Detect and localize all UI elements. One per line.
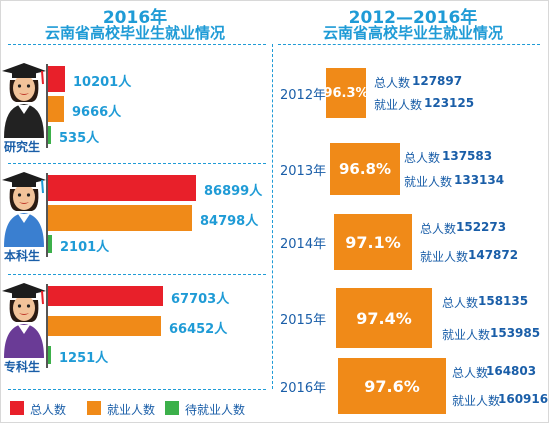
bar-undergraduate-employed — [48, 205, 192, 231]
title-divider-left — [8, 44, 266, 45]
employed-label: 就业人数 — [452, 394, 501, 408]
bar-junior-college-unemployed — [48, 346, 51, 364]
employed-label: 就业人数 — [374, 98, 423, 112]
right-title-years: 2012—2016年 — [348, 8, 478, 28]
left-title-text: 云南省高校毕业生就业情况 — [44, 24, 225, 42]
value-label-graduate-employed: 9666人 — [72, 105, 122, 120]
employed-value: 123125 — [424, 96, 475, 110]
value-label-undergraduate-total: 86899人 — [204, 184, 263, 199]
total-label: 总人数 — [420, 222, 457, 236]
value-label-junior-college-total: 67703人 — [171, 292, 230, 307]
total-value: 164803 — [486, 364, 537, 378]
category-axis-junior-college — [46, 284, 48, 368]
value-label-graduate-total: 10201人 — [73, 75, 132, 90]
year-label: 2012年 — [280, 88, 327, 103]
employed-value: 147872 — [468, 248, 519, 262]
employed-label: 就业人数 — [404, 175, 453, 189]
value-label-graduate-unemployed: 535人 — [59, 131, 100, 146]
category-axis-undergraduate — [46, 173, 48, 257]
year-label: 2013年 — [280, 164, 327, 179]
center-divider — [272, 44, 273, 389]
bottom-divider — [8, 389, 266, 390]
total-label: 总人数 — [452, 366, 489, 380]
total-label: 总人数 — [404, 151, 441, 165]
value-label-junior-college-unemployed: 1251人 — [59, 351, 109, 366]
total-label: 总人数 — [442, 296, 479, 310]
employed-value: 160916 — [498, 392, 549, 406]
bar-graduate-employed — [48, 96, 64, 122]
group-divider-1 — [8, 163, 266, 164]
employment-rate-box: 97.4% — [336, 288, 432, 348]
total-value: 152273 — [456, 220, 507, 234]
employed-label: 就业人数 — [420, 250, 469, 264]
category-label-undergraduate: 本科生 — [4, 249, 41, 263]
legend-label-total: 总人数 — [30, 403, 67, 417]
value-label-junior-college-employed: 66452人 — [169, 322, 228, 337]
bar-undergraduate-unemployed — [48, 235, 52, 253]
total-value: 137583 — [442, 149, 493, 163]
employment-rate-box: 97.6% — [338, 358, 446, 414]
year-label: 2014年 — [280, 237, 327, 252]
graduate-avatar-icon — [2, 283, 46, 358]
legend-label-employed: 就业人数 — [107, 403, 156, 417]
legend-swatch-unemployed — [165, 401, 179, 415]
value-label-undergraduate-unemployed: 2101人 — [60, 240, 110, 255]
employment-rate-box: 96.3% — [323, 68, 369, 118]
graduate-avatar-icon — [2, 172, 46, 247]
year-label: 2016年 — [280, 381, 327, 396]
title-divider-right — [278, 44, 540, 45]
employment-rate-box: 96.8% — [330, 143, 400, 195]
total-value: 127897 — [412, 74, 463, 88]
bar-graduate-total — [48, 66, 65, 92]
category-label-junior-college: 专科生 — [4, 360, 41, 374]
legend-swatch-employed — [87, 401, 101, 415]
total-label: 总人数 — [374, 76, 411, 90]
group-divider-2 — [8, 274, 266, 275]
value-label-undergraduate-employed: 84798人 — [200, 214, 259, 229]
bar-junior-college-employed — [48, 316, 161, 336]
bar-graduate-unemployed — [48, 126, 51, 144]
employed-value: 133134 — [454, 173, 505, 187]
left-title-year: 2016年 — [102, 8, 168, 28]
legend-label-unemployed: 待就业人数 — [185, 403, 246, 417]
year-label: 2015年 — [280, 313, 327, 328]
legend-swatch-total — [10, 401, 24, 415]
graduate-avatar-icon — [2, 63, 46, 138]
employed-value: 153985 — [490, 326, 541, 340]
category-axis-graduate — [46, 64, 48, 148]
right-title-text: 云南省高校毕业生就业情况 — [322, 24, 503, 42]
bar-undergraduate-total — [48, 175, 196, 201]
total-value: 158135 — [478, 294, 529, 308]
employed-label: 就业人数 — [442, 328, 491, 342]
bar-junior-college-total — [48, 286, 163, 306]
category-label-graduate: 研究生 — [4, 140, 41, 154]
employment-rate-box: 97.1% — [334, 214, 412, 270]
